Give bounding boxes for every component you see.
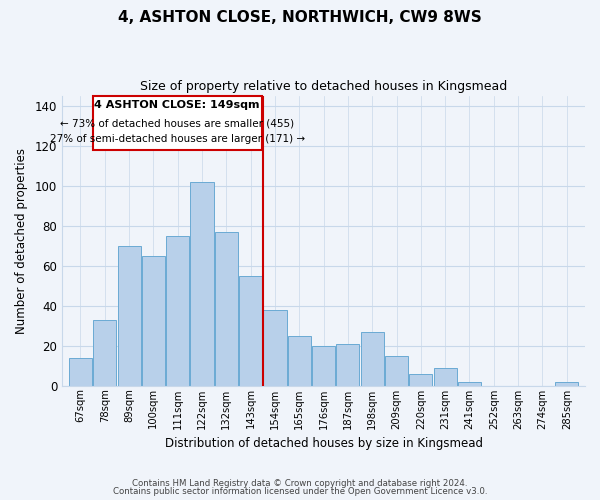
Bar — [434, 368, 457, 386]
Text: ← 73% of detached houses are smaller (455): ← 73% of detached houses are smaller (45… — [60, 118, 294, 128]
Bar — [239, 276, 262, 386]
Text: 4 ASHTON CLOSE: 149sqm: 4 ASHTON CLOSE: 149sqm — [94, 100, 260, 110]
Bar — [215, 232, 238, 386]
Bar — [312, 346, 335, 386]
Title: Size of property relative to detached houses in Kingsmead: Size of property relative to detached ho… — [140, 80, 507, 93]
Y-axis label: Number of detached properties: Number of detached properties — [15, 148, 28, 334]
Bar — [166, 236, 189, 386]
Bar — [142, 256, 165, 386]
Bar — [93, 320, 116, 386]
Bar — [118, 246, 140, 386]
Bar — [337, 344, 359, 386]
Bar — [458, 382, 481, 386]
FancyBboxPatch shape — [92, 96, 262, 150]
Text: 27% of semi-detached houses are larger (171) →: 27% of semi-detached houses are larger (… — [50, 134, 305, 143]
X-axis label: Distribution of detached houses by size in Kingsmead: Distribution of detached houses by size … — [164, 437, 482, 450]
Bar — [263, 310, 287, 386]
Text: Contains HM Land Registry data © Crown copyright and database right 2024.: Contains HM Land Registry data © Crown c… — [132, 478, 468, 488]
Bar — [69, 358, 92, 386]
Bar — [190, 182, 214, 386]
Text: Contains public sector information licensed under the Open Government Licence v3: Contains public sector information licen… — [113, 487, 487, 496]
Bar — [409, 374, 433, 386]
Bar — [385, 356, 408, 386]
Bar — [288, 336, 311, 386]
Text: 4, ASHTON CLOSE, NORTHWICH, CW9 8WS: 4, ASHTON CLOSE, NORTHWICH, CW9 8WS — [118, 10, 482, 25]
Bar — [555, 382, 578, 386]
Bar — [361, 332, 384, 386]
